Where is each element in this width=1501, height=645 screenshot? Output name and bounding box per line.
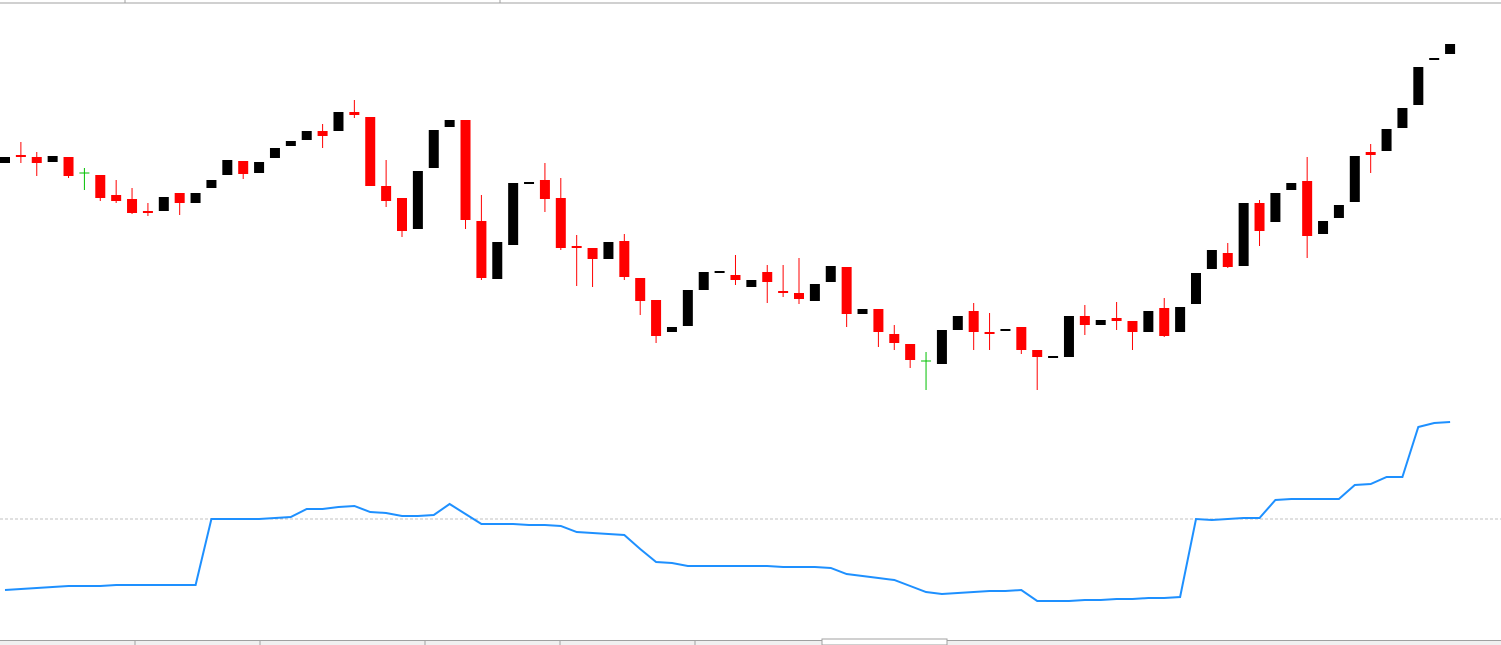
- candle-body: [365, 117, 376, 186]
- candle-body: [524, 182, 535, 184]
- candle-body: [1365, 152, 1376, 155]
- candle-body: [1397, 108, 1408, 128]
- candle-body: [1127, 321, 1138, 332]
- candle-body: [794, 293, 804, 299]
- candle-body: [1048, 356, 1059, 358]
- candle-body: [635, 278, 646, 301]
- candle-body: [1095, 320, 1106, 325]
- candle-body: [0, 157, 10, 163]
- candle-body: [1143, 311, 1154, 332]
- candle-body: [1191, 273, 1201, 304]
- candle-body: [1159, 308, 1170, 336]
- candle-body: [254, 162, 265, 173]
- candle-body: [1063, 316, 1074, 357]
- indicator-line: [4, 421, 1451, 602]
- candle-body: [15, 155, 26, 157]
- candle-body: [571, 246, 582, 248]
- candle-body: [158, 197, 169, 211]
- candle-body: [889, 334, 900, 343]
- candle-body: [1079, 316, 1090, 325]
- candle-body: [111, 195, 122, 201]
- candle-body: [1032, 350, 1043, 357]
- candle-body: [1111, 318, 1122, 321]
- candle-body: [857, 309, 868, 314]
- candle-body: [238, 161, 249, 174]
- candle-body: [492, 242, 503, 279]
- candle-body: [682, 290, 693, 326]
- candle-body: [968, 311, 979, 332]
- candle-body: [555, 198, 566, 248]
- candle-body: [1349, 156, 1360, 202]
- candle-body: [1254, 203, 1265, 231]
- candle-body: [412, 171, 423, 229]
- candle-body: [1429, 58, 1440, 60]
- candle-body: [1238, 203, 1249, 266]
- candle-body: [1000, 329, 1011, 331]
- candle-body: [1206, 250, 1217, 269]
- candle-body: [1175, 307, 1186, 332]
- candle-body: [698, 272, 709, 290]
- candle-body: [142, 211, 153, 213]
- candle-body: [174, 193, 185, 203]
- candle-body: [349, 112, 360, 115]
- candle-body: [778, 291, 789, 293]
- candle-body: [539, 180, 550, 199]
- candle-body: [47, 156, 58, 162]
- candle-body: [809, 284, 820, 301]
- candle-body: [460, 120, 471, 220]
- candle-body: [381, 186, 392, 201]
- candle-body: [317, 131, 328, 136]
- candle-body: [1302, 181, 1313, 236]
- candle-body: [1413, 67, 1424, 105]
- candle-body: [1381, 129, 1392, 151]
- candle-body: [95, 175, 106, 198]
- candle-body: [333, 112, 344, 131]
- candle-body: [285, 141, 296, 146]
- candle-body: [63, 157, 74, 176]
- candle-body: [762, 272, 773, 282]
- candle-body: [619, 241, 630, 277]
- candle-body: [1333, 205, 1344, 218]
- candle-body: [206, 180, 217, 188]
- candle-body: [269, 148, 280, 158]
- candle-body: [936, 330, 947, 364]
- candle-body: [31, 157, 42, 163]
- candle-body: [746, 280, 757, 287]
- tab-bar: [0, 640, 1501, 645]
- candle-body: [190, 193, 201, 203]
- candle-body: [873, 309, 884, 332]
- candle-body: [651, 300, 662, 336]
- candle-body: [508, 183, 519, 245]
- candle-body: [730, 275, 741, 280]
- candle-body: [714, 271, 725, 273]
- candle-body: [1445, 44, 1456, 54]
- candle-body: [1318, 221, 1329, 234]
- candle-body: [825, 266, 836, 282]
- bottom-tabs: [0, 638, 1501, 645]
- candle-body: [222, 160, 233, 175]
- candle-body: [476, 221, 487, 278]
- candle-body: [397, 198, 407, 231]
- candle-body: [841, 267, 852, 314]
- candle-body: [428, 130, 439, 168]
- candle-body: [984, 332, 995, 334]
- candle-body: [444, 120, 455, 127]
- candle-body: [587, 248, 598, 259]
- candle-body: [666, 327, 677, 332]
- candle-body: [1016, 327, 1027, 350]
- candle-body: [952, 316, 963, 330]
- candle-body: [301, 131, 312, 140]
- candle-body: [1222, 253, 1233, 267]
- candle-body: [905, 344, 916, 360]
- active-tab[interactable]: [821, 638, 948, 645]
- candle-body: [603, 242, 614, 259]
- candle-body: [127, 199, 138, 213]
- candle-body: [1286, 183, 1297, 190]
- candle-body: [1270, 193, 1281, 222]
